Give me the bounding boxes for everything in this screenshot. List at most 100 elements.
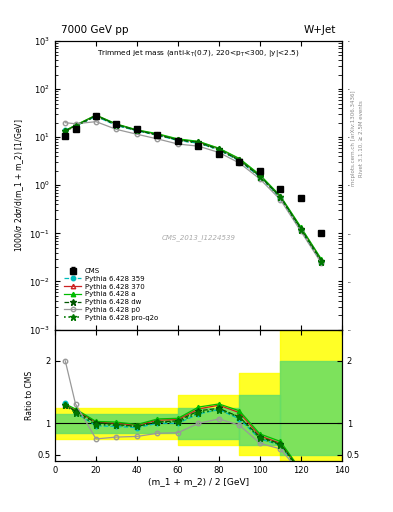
Pythia 6.428 dw [155, 132, 160, 138]
Pythia 6.428 359 [94, 113, 98, 119]
Pythia 6.428 a [176, 136, 180, 142]
Text: 7000 GeV pp: 7000 GeV pp [61, 25, 128, 35]
Pythia 6.428 370 [135, 127, 140, 133]
Pythia 6.428 359 [73, 123, 78, 129]
Pythia 6.428 pro-q2o [135, 127, 140, 134]
Pythia 6.428 a [299, 224, 303, 230]
Pythia 6.428 p0 [135, 131, 140, 137]
Text: W+Jet: W+Jet [304, 25, 336, 35]
Pythia 6.428 p0 [196, 143, 201, 149]
Line: Pythia 6.428 359: Pythia 6.428 359 [63, 114, 324, 265]
Pythia 6.428 dw [135, 127, 140, 134]
Pythia 6.428 359 [257, 174, 262, 180]
Pythia 6.428 359 [63, 127, 68, 133]
Text: mcplots.cern.ch [arXiv:1306.3436]: mcplots.cern.ch [arXiv:1306.3436] [351, 91, 356, 186]
Pythia 6.428 359 [155, 132, 160, 138]
Pythia 6.428 p0 [257, 176, 262, 182]
Pythia 6.428 370 [217, 145, 221, 152]
Pythia 6.428 dw [63, 127, 68, 134]
Pythia 6.428 359 [176, 138, 180, 144]
Pythia 6.428 370 [237, 156, 242, 162]
Pythia 6.428 p0 [63, 120, 68, 126]
Pythia 6.428 359 [196, 140, 201, 146]
Line: Pythia 6.428 370: Pythia 6.428 370 [63, 113, 324, 262]
Pythia 6.428 dw [94, 113, 98, 119]
Pythia 6.428 a [114, 121, 119, 127]
Pythia 6.428 370 [299, 225, 303, 231]
Line: Pythia 6.428 a: Pythia 6.428 a [63, 113, 324, 262]
Line: Pythia 6.428 pro-q2o: Pythia 6.428 pro-q2o [62, 113, 325, 265]
Pythia 6.428 a [257, 172, 262, 178]
Pythia 6.428 370 [176, 136, 180, 142]
Pythia 6.428 dw [257, 173, 262, 179]
Pythia 6.428 dw [217, 146, 221, 153]
Pythia 6.428 pro-q2o [73, 123, 78, 129]
Pythia 6.428 359 [237, 158, 242, 164]
Pythia 6.428 a [217, 145, 221, 151]
Pythia 6.428 359 [217, 146, 221, 153]
Pythia 6.428 359 [299, 226, 303, 232]
Pythia 6.428 pro-q2o [237, 157, 242, 163]
Y-axis label: 1000/$\sigma$ 2d$\sigma$/d(m_1 + m_2) [1/GeV]: 1000/$\sigma$ 2d$\sigma$/d(m_1 + m_2) [1… [14, 118, 26, 252]
Pythia 6.428 p0 [114, 126, 119, 133]
Pythia 6.428 p0 [237, 160, 242, 166]
Text: CMS_2013_I1224539: CMS_2013_I1224539 [162, 234, 235, 241]
Pythia 6.428 359 [114, 122, 119, 129]
Pythia 6.428 pro-q2o [176, 137, 180, 143]
Pythia 6.428 a [237, 156, 242, 162]
Pythia 6.428 dw [114, 121, 119, 127]
Pythia 6.428 pro-q2o [196, 140, 201, 146]
Pythia 6.428 p0 [73, 121, 78, 127]
Pythia 6.428 359 [319, 259, 324, 265]
Pythia 6.428 a [73, 122, 78, 128]
Text: Trimmed jet mass (anti-k$_\mathrm{T}$(0.7), 220<p$_\mathrm{T}$<300, |y|<2.5): Trimmed jet mass (anti-k$_\mathrm{T}$(0.… [97, 48, 299, 59]
Pythia 6.428 a [94, 112, 98, 118]
Pythia 6.428 a [135, 127, 140, 133]
Pythia 6.428 pro-q2o [319, 259, 324, 265]
Pythia 6.428 370 [196, 139, 201, 145]
Pythia 6.428 370 [114, 121, 119, 127]
Pythia 6.428 pro-q2o [114, 122, 119, 128]
Pythia 6.428 p0 [176, 141, 180, 147]
Pythia 6.428 a [196, 138, 201, 144]
Pythia 6.428 p0 [155, 136, 160, 142]
Pythia 6.428 dw [73, 123, 78, 129]
Pythia 6.428 370 [94, 112, 98, 118]
Pythia 6.428 pro-q2o [278, 195, 283, 201]
Pythia 6.428 dw [319, 258, 324, 264]
Pythia 6.428 370 [73, 122, 78, 129]
Pythia 6.428 p0 [319, 260, 324, 266]
Text: Rivet 3.1.10, ≥ 2.5M events: Rivet 3.1.10, ≥ 2.5M events [359, 100, 364, 177]
Pythia 6.428 370 [257, 173, 262, 179]
Pythia 6.428 370 [319, 257, 324, 263]
Pythia 6.428 359 [135, 128, 140, 134]
Pythia 6.428 p0 [94, 119, 98, 125]
Pythia 6.428 dw [299, 226, 303, 232]
Pythia 6.428 pro-q2o [155, 132, 160, 138]
Pythia 6.428 359 [278, 195, 283, 201]
Pythia 6.428 p0 [278, 197, 283, 203]
Pythia 6.428 pro-q2o [217, 146, 221, 153]
Pythia 6.428 a [319, 256, 324, 262]
Pythia 6.428 pro-q2o [63, 128, 68, 134]
Pythia 6.428 pro-q2o [257, 174, 262, 180]
Pythia 6.428 dw [278, 194, 283, 200]
Pythia 6.428 p0 [217, 150, 221, 156]
Line: Pythia 6.428 p0: Pythia 6.428 p0 [63, 119, 324, 265]
Pythia 6.428 a [278, 193, 283, 199]
Pythia 6.428 dw [237, 157, 242, 163]
Pythia 6.428 a [155, 131, 160, 137]
Pythia 6.428 370 [278, 194, 283, 200]
Pythia 6.428 p0 [299, 228, 303, 234]
Y-axis label: Ratio to CMS: Ratio to CMS [25, 371, 34, 420]
Legend: CMS, Pythia 6.428 359, Pythia 6.428 370, Pythia 6.428 a, Pythia 6.428 dw, Pythia: CMS, Pythia 6.428 359, Pythia 6.428 370,… [62, 266, 160, 323]
Pythia 6.428 pro-q2o [94, 113, 98, 119]
Line: Pythia 6.428 dw: Pythia 6.428 dw [62, 112, 325, 264]
Pythia 6.428 pro-q2o [299, 226, 303, 232]
Pythia 6.428 dw [196, 139, 201, 145]
Pythia 6.428 dw [176, 137, 180, 143]
X-axis label: (m_1 + m_2) / 2 [GeV]: (m_1 + m_2) / 2 [GeV] [148, 477, 249, 486]
Pythia 6.428 370 [63, 128, 68, 134]
Pythia 6.428 370 [155, 131, 160, 137]
Pythia 6.428 a [63, 127, 68, 134]
